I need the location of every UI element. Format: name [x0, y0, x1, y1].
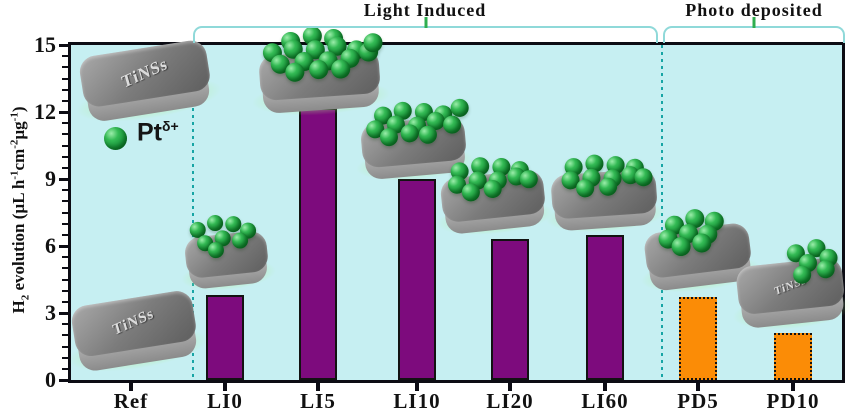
y-tick-label-0: 0 — [45, 367, 56, 392]
bar-LI60 — [586, 234, 624, 380]
x-tick-LI20 — [508, 383, 512, 391]
y-minor-tick — [62, 200, 68, 203]
y-minor-tick — [62, 144, 68, 147]
y-minor-tick — [62, 233, 68, 236]
y-minor-tick — [62, 356, 68, 359]
platelet-li20 — [434, 156, 557, 241]
y-minor-tick — [62, 122, 68, 125]
y-tick-12 — [59, 111, 68, 114]
bar-PD5 — [679, 297, 717, 380]
light-induced-bracket — [193, 17, 658, 43]
platelet-li5 — [250, 26, 392, 120]
y-minor-tick — [62, 77, 68, 80]
bracket-tick-icon — [424, 17, 427, 28]
pt-legend-sphere-icon — [104, 127, 127, 150]
x-category-label-LI60: LI60 — [581, 389, 629, 413]
x-category-label-LI5: LI5 — [300, 389, 336, 413]
platelet-li0 — [179, 214, 278, 295]
y-minor-tick — [62, 222, 68, 225]
y-minor-tick — [62, 99, 68, 102]
y-minor-tick — [62, 155, 68, 158]
y-minor-tick — [62, 289, 68, 292]
platelet-li60 — [543, 154, 668, 237]
y-minor-tick — [62, 133, 68, 136]
y-tick-6 — [59, 245, 68, 248]
y-minor-tick — [62, 189, 68, 192]
bar-LI0 — [206, 295, 244, 380]
y-tick-label-6: 6 — [45, 233, 56, 258]
y-tick-label-9: 9 — [45, 166, 56, 191]
bar-LI5 — [299, 107, 337, 380]
y-tick-label-3: 3 — [45, 300, 56, 325]
x-tick-PD5 — [696, 383, 700, 391]
y-minor-tick — [62, 66, 68, 69]
x-category-label-LI10: LI10 — [393, 389, 441, 413]
y-minor-tick — [62, 267, 68, 270]
y-axis-title: H2 evolution (µL h-1cm-2µg-1) — [8, 106, 32, 314]
bar-PD10 — [774, 333, 812, 380]
y-minor-tick — [62, 278, 68, 281]
y-minor-tick — [62, 88, 68, 91]
bracket-tick-icon — [752, 17, 756, 28]
x-category-label-LI0: LI0 — [207, 389, 243, 413]
x-tick-LI60 — [603, 383, 607, 391]
bar-LI10 — [398, 179, 436, 380]
y-tick-label-12: 12 — [34, 99, 56, 124]
x-category-label-LI20: LI20 — [486, 389, 534, 413]
x-category-label-PD10: PD10 — [766, 389, 820, 413]
x-tick-LI5 — [316, 383, 320, 391]
group-separator — [192, 45, 194, 380]
y-minor-tick — [62, 256, 68, 259]
y-tick-9 — [59, 178, 68, 181]
x-category-label-Ref: Ref — [113, 389, 149, 413]
platelet-pd10: TiNSs — [729, 238, 850, 336]
x-tick-PD10 — [791, 383, 795, 391]
y-minor-tick — [62, 345, 68, 348]
group-label-photo-deposited: Photo deposited — [685, 0, 823, 20]
pt-legend-label: Ptδ+ — [137, 118, 179, 147]
x-category-label-PD5: PD5 — [677, 389, 719, 413]
y-minor-tick — [62, 55, 68, 58]
x-tick-LI10 — [415, 383, 419, 391]
y-tick-15 — [59, 44, 68, 47]
x-tick-LI0 — [223, 383, 227, 391]
bar-LI20 — [491, 239, 529, 380]
y-minor-tick — [62, 323, 68, 326]
y-minor-tick — [62, 300, 68, 303]
group-label-light-induced: Light Induced — [363, 0, 487, 20]
y-minor-tick — [62, 334, 68, 337]
y-tick-label-15: 15 — [34, 32, 56, 57]
y-minor-tick — [62, 166, 68, 169]
y-tick-3 — [59, 312, 68, 315]
photo-deposited-bracket — [663, 17, 845, 43]
x-tick-Ref — [129, 383, 133, 391]
y-minor-tick — [62, 211, 68, 214]
y-tick-0 — [59, 379, 68, 382]
y-minor-tick — [62, 367, 68, 370]
